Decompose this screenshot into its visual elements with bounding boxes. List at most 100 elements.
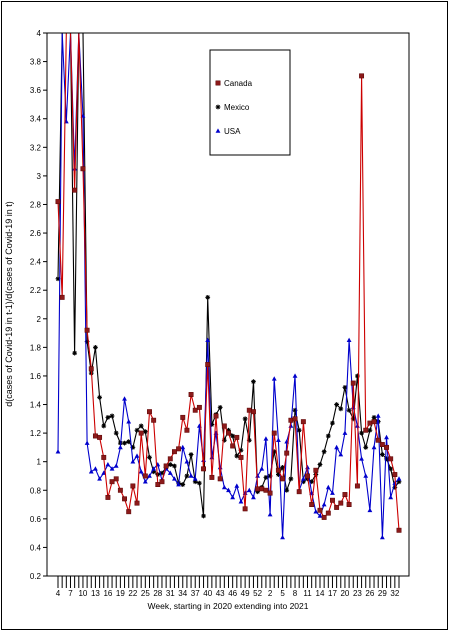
- data-point-mexico: [205, 294, 211, 300]
- data-point-mexico: [84, 339, 90, 345]
- data-point-usa: [188, 473, 194, 478]
- data-point-usa: [180, 444, 186, 450]
- legend-marker-canada: [215, 80, 221, 86]
- data-point-canada: [325, 510, 331, 516]
- data-point-canada: [396, 527, 402, 533]
- data-point-canada: [275, 467, 281, 473]
- data-point-mexico: [384, 456, 389, 462]
- x-tick-label: 14: [316, 589, 325, 598]
- x-tick-label: 40: [203, 589, 212, 598]
- data-point-usa: [334, 444, 340, 450]
- data-point-canada: [147, 409, 152, 415]
- data-point-usa: [313, 509, 319, 514]
- data-point-mexico: [226, 427, 231, 433]
- data-point-canada: [284, 450, 290, 456]
- data-point-usa: [221, 484, 227, 490]
- data-point-mexico: [217, 404, 223, 410]
- data-point-mexico: [267, 473, 273, 479]
- data-point-mexico: [113, 430, 119, 436]
- data-point-mexico: [180, 482, 186, 487]
- data-point-canada: [92, 433, 98, 439]
- data-point-mexico: [201, 513, 206, 519]
- data-point-canada: [317, 507, 323, 513]
- y-tick-label: 4: [37, 29, 42, 38]
- y-tick-label: 2.2: [30, 286, 42, 295]
- data-point-mexico: [142, 429, 148, 435]
- data-point-canada: [267, 490, 273, 496]
- x-tick-label: 52: [253, 589, 262, 598]
- data-point-usa: [263, 436, 269, 441]
- data-point-mexico: [72, 350, 78, 356]
- data-point-mexico: [101, 423, 107, 429]
- data-point-usa: [346, 337, 352, 343]
- data-point-mexico: [271, 449, 277, 455]
- legend-marker-mexico: [215, 104, 221, 110]
- y-tick-label: 3.4: [30, 115, 42, 124]
- data-point-mexico: [93, 344, 98, 350]
- data-point-mexico: [309, 479, 315, 485]
- data-point-usa: [276, 437, 281, 443]
- data-point-usa: [379, 534, 385, 540]
- data-point-canada: [134, 500, 140, 506]
- data-point-usa: [84, 440, 90, 445]
- data-point-mexico: [263, 475, 269, 480]
- data-point-mexico: [276, 472, 281, 477]
- data-point-canada: [251, 409, 256, 415]
- data-point-canada: [196, 404, 202, 410]
- data-point-usa: [325, 484, 331, 490]
- x-tick-label: 22: [128, 589, 137, 598]
- y-tick-label: 3: [37, 172, 42, 181]
- data-point-canada: [155, 482, 161, 487]
- data-point-canada: [392, 472, 398, 477]
- data-point-mexico: [172, 463, 177, 469]
- legend-box: [209, 49, 291, 156]
- data-point-usa: [238, 499, 244, 504]
- data-point-mexico: [105, 414, 111, 420]
- data-point-canada: [255, 486, 261, 492]
- data-point-mexico: [342, 384, 348, 390]
- data-point-mexico: [242, 416, 248, 422]
- data-point-canada: [176, 446, 182, 452]
- data-point-usa: [371, 444, 377, 450]
- data-point-mexico: [97, 394, 102, 400]
- x-tick-label: 46: [228, 589, 237, 598]
- data-point-mexico: [147, 454, 152, 460]
- x-tick-label: 16: [103, 589, 112, 598]
- data-point-usa: [147, 473, 152, 478]
- x-tick-label: 10: [78, 589, 87, 598]
- y-tick-label: 3.2: [30, 143, 42, 152]
- y-tick-label: 1.6: [30, 372, 42, 381]
- data-point-canada: [338, 500, 344, 506]
- data-point-canada: [113, 476, 119, 482]
- data-point-mexico: [184, 473, 190, 479]
- data-point-canada: [246, 407, 252, 413]
- data-point-mexico: [122, 440, 127, 446]
- data-point-mexico: [109, 413, 115, 419]
- data-point-canada: [105, 494, 111, 500]
- data-point-usa: [167, 470, 173, 475]
- legend-label-usa: USA: [224, 127, 241, 136]
- data-point-mexico: [221, 437, 227, 443]
- data-point-usa: [113, 463, 119, 468]
- data-point-mexico: [350, 416, 356, 422]
- data-point-mexico: [280, 465, 285, 470]
- x-tick-label: 20: [340, 589, 349, 598]
- data-point-canada: [288, 417, 294, 423]
- data-point-usa: [367, 507, 373, 513]
- data-point-usa: [126, 419, 132, 424]
- x-tick-label: 8: [293, 589, 298, 598]
- legend-marker-usa: [215, 128, 221, 133]
- x-tick-label: 26: [365, 589, 374, 598]
- data-point-mexico: [234, 453, 240, 459]
- data-point-canada: [305, 473, 310, 479]
- x-tick-label: 2: [268, 589, 273, 598]
- data-point-usa: [267, 511, 273, 517]
- data-point-canada: [371, 419, 377, 425]
- data-point-usa: [280, 534, 285, 540]
- data-point-canada: [313, 467, 319, 473]
- x-tick-label: 32: [390, 589, 399, 598]
- data-point-canada: [388, 456, 394, 462]
- data-point-canada: [330, 497, 335, 503]
- x-tick-label: 23: [353, 589, 362, 598]
